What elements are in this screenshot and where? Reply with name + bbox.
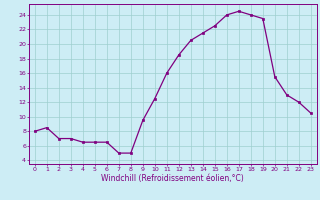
X-axis label: Windchill (Refroidissement éolien,°C): Windchill (Refroidissement éolien,°C) bbox=[101, 174, 244, 183]
